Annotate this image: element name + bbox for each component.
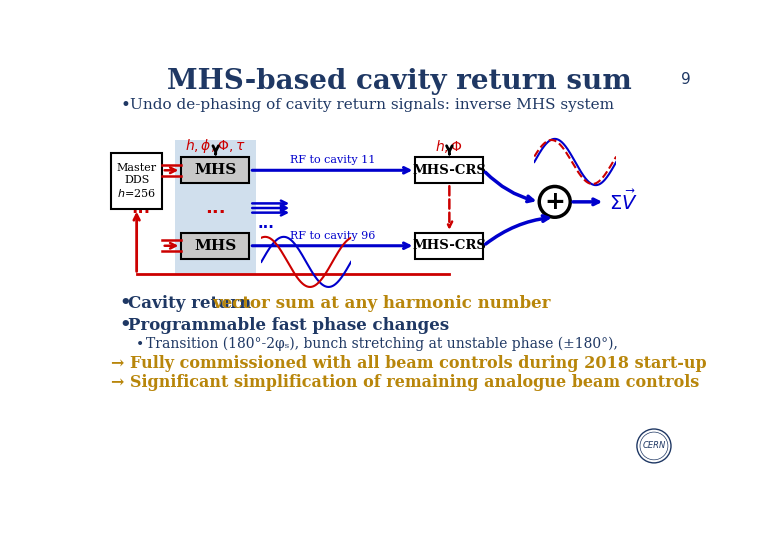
Text: •: •	[119, 316, 131, 334]
Text: RF to cavity 11: RF to cavity 11	[289, 156, 375, 165]
FancyBboxPatch shape	[415, 233, 484, 259]
FancyBboxPatch shape	[112, 153, 161, 209]
Text: → Significant simplification of remaining analogue beam controls: → Significant simplification of remainin…	[112, 374, 700, 392]
Text: CERN: CERN	[642, 442, 665, 450]
Text: Master
DDS
$h$=256: Master DDS $h$=256	[116, 163, 157, 199]
Text: $h, \Phi$: $h, \Phi$	[435, 138, 463, 155]
Text: MHS: MHS	[194, 239, 236, 253]
Text: Undo de-phasing of cavity return signals: inverse MHS system: Undo de-phasing of cavity return signals…	[130, 98, 614, 112]
Text: 9: 9	[681, 72, 690, 87]
Text: $\Sigma\vec{V}$: $\Sigma\vec{V}$	[609, 190, 638, 214]
Text: vector sum at any harmonic number: vector sum at any harmonic number	[212, 295, 551, 312]
Text: ...: ...	[205, 199, 226, 217]
Text: •: •	[136, 336, 144, 350]
Text: MHS-CRS: MHS-CRS	[413, 164, 486, 177]
Text: RF to cavity 96: RF to cavity 96	[289, 231, 375, 241]
Text: MHS-based cavity return sum: MHS-based cavity return sum	[168, 68, 632, 95]
FancyBboxPatch shape	[175, 140, 257, 275]
Text: Programmable fast phase changes: Programmable fast phase changes	[129, 316, 449, 334]
Text: MHS: MHS	[194, 163, 236, 177]
Text: +: +	[544, 190, 566, 214]
FancyBboxPatch shape	[181, 157, 250, 184]
Text: MHS-CRS: MHS-CRS	[413, 239, 486, 252]
Text: •: •	[119, 294, 131, 313]
FancyBboxPatch shape	[181, 233, 250, 259]
Circle shape	[539, 186, 570, 217]
Text: → Fully commissioned with all beam controls during 2018 start-up: → Fully commissioned with all beam contr…	[112, 355, 707, 372]
Text: •: •	[121, 96, 130, 114]
Text: Transition (180°-2φₛ), bunch stretching at unstable phase (±180°),: Transition (180°-2φₛ), bunch stretching …	[146, 336, 618, 351]
FancyBboxPatch shape	[415, 157, 484, 184]
Text: Cavity return: Cavity return	[129, 295, 257, 312]
Text: ...: ...	[257, 216, 274, 231]
Text: ...: ...	[131, 199, 150, 217]
Text: $h, \phi, \Phi, \tau$: $h, \phi, \Phi, \tau$	[186, 137, 246, 154]
